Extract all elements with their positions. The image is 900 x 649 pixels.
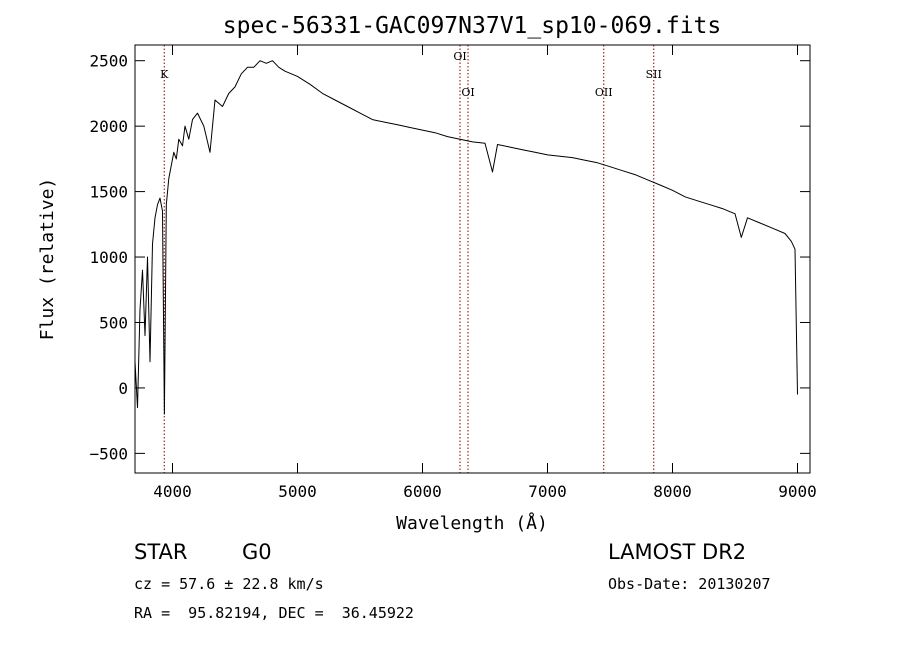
x-axis-label: Wavelength (Å): [396, 512, 548, 534]
spectral-line-label: K: [160, 68, 169, 81]
spectral-subclass: G0: [242, 540, 272, 564]
spectral-line-label: OI: [461, 86, 474, 99]
y-axis-label: Flux (relative): [37, 178, 58, 341]
spectral-line-label: SII: [646, 68, 662, 81]
plot-layer: 4000 5000 6000 7000 8000 9000 −500 0 500 1000 1500…: [89, 45, 817, 501]
x-tick-label: 6000: [403, 482, 442, 501]
coordinates-text: RA = 95.82194, DEC = 36.45922: [134, 604, 414, 622]
x-tick-label: 8000: [653, 482, 692, 501]
x-tick-label: 4000: [153, 482, 192, 501]
y-tick-label: 500: [99, 313, 128, 332]
redshift-text: cz = 57.6 ± 22.8 km/s: [134, 575, 324, 593]
y-tick-label: −500: [89, 444, 128, 463]
y-tick-label: 1500: [89, 183, 128, 202]
x-tick-label: 5000: [278, 482, 317, 501]
x-tick-label: 7000: [528, 482, 567, 501]
y-tick-label: 2000: [89, 117, 128, 136]
x-tick-label: 9000: [778, 482, 817, 501]
spectral-line-label: OII: [595, 86, 613, 99]
spectrum-line: [134, 60, 798, 415]
chart-title: spec-56331-GAC097N37V1_sp10-069.fits: [223, 13, 722, 39]
survey-name: LAMOST DR2: [608, 540, 747, 564]
y-tick-label: 1000: [89, 248, 128, 267]
obs-date-text: Obs-Date: 20130207: [608, 575, 771, 593]
spectral-line-label: OI: [453, 50, 466, 63]
plot-frame: [134, 44, 811, 474]
y-tick-label: 0: [118, 379, 128, 398]
object-type: STAR: [134, 540, 188, 564]
y-tick-label: 2500: [89, 52, 128, 71]
